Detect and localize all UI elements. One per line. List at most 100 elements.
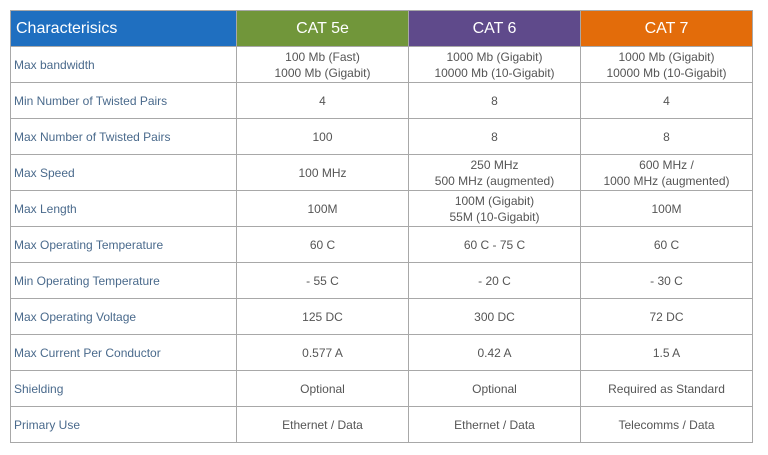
cell-cat7: 72 DC — [580, 298, 753, 335]
cell-text: 100 — [312, 129, 333, 144]
cell-cat6: 250 MHz 500 MHz (augmented) — [408, 154, 581, 191]
cable-comparison-table: Characterisics CAT 5e CAT 6 CAT 7 Max ba… — [10, 10, 753, 443]
cell-cat5e: 100 Mb (Fast) 1000 Mb (Gigabit) — [236, 46, 409, 83]
cell-text: Optional — [300, 381, 345, 396]
cell-cat7: 600 MHz /1000 MHz (augmented) — [580, 154, 753, 191]
cell-cat7: Required as Standard — [580, 370, 753, 407]
cell-text: Required as Standard — [608, 381, 725, 396]
table-row: Max Operating Voltage 125 DC 300 DC 72 DC — [10, 298, 753, 335]
header-cat7: CAT 7 — [580, 10, 753, 47]
table-row: Max Current Per Conductor 0.577 A 0.42 A 1.… — [10, 334, 753, 371]
cell-text: - 20 C — [478, 273, 511, 288]
cell-text: Ethernet / Data — [282, 417, 363, 432]
cell-cat5e: 100 — [236, 118, 409, 155]
cell-text: 500 MHz (augmented) — [434, 173, 555, 188]
cell-cat5e: 100M — [236, 190, 409, 227]
cell-text: 1000 Mb (Gigabit) — [274, 65, 371, 80]
cell-cat7: 60 C — [580, 226, 753, 263]
cell-text: 100 MHz — [298, 165, 347, 180]
cell-cat5e: 60 C — [236, 226, 409, 263]
header-cat5e: CAT 5e — [236, 10, 409, 47]
cell-text: 1000 Mb (Gigabit) — [618, 49, 715, 64]
table-row: Max bandwidth 100 Mb (Fast) 1000 Mb (Gigab… — [10, 46, 753, 83]
cell-cat5e: Optional — [236, 370, 409, 407]
cell-text: 60 C - 75 C — [463, 237, 526, 252]
header-characteristics: Characterisics — [10, 10, 237, 47]
cell-text: 60 C — [653, 237, 680, 252]
cell-text: 100M — [651, 201, 682, 216]
row-label: Max Number of Twisted Pairs — [10, 118, 237, 155]
table-row: Min Operating Temperature - 55 C - 20 C - 3… — [10, 262, 753, 299]
cell-cat6: 100M (Gigabit) 55M (10-Gigabit) — [408, 190, 581, 227]
cell-text: 10000 Mb (10-Gigabit) — [434, 65, 555, 80]
cell-cat6: Optional — [408, 370, 581, 407]
row-label: Max Current Per Conductor — [10, 334, 237, 371]
cell-text: 55M (10-Gigabit) — [449, 209, 540, 224]
row-label: Max Operating Voltage — [10, 298, 237, 335]
cell-text: 250 MHz — [470, 157, 519, 172]
cell-text: 1.5 A — [652, 345, 681, 360]
cell-cat7: Telecomms / Data — [580, 406, 753, 443]
cell-text: 100 Mb (Fast) — [285, 49, 360, 64]
row-label: Max bandwidth — [10, 46, 237, 83]
cell-text: 4 — [319, 93, 326, 108]
row-label: Max Speed — [10, 154, 237, 191]
cell-text: 8 — [491, 129, 498, 144]
cell-text: 0.577 A — [302, 345, 343, 360]
table-row: Max Speed 100 MHz 250 MHz 500 MHz (augmente… — [10, 154, 753, 191]
cell-text: Ethernet / Data — [454, 417, 535, 432]
cell-cat7: 4 — [580, 82, 753, 119]
cell-cat7: 1000 Mb (Gigabit) 10000 Mb (10-Gigabit) — [580, 46, 753, 83]
cell-text: 1000 MHz (augmented) — [603, 173, 730, 188]
row-label: Shielding — [10, 370, 237, 407]
header-row: Characterisics CAT 5e CAT 6 CAT 7 — [10, 10, 753, 47]
cell-text: 72 DC — [649, 309, 684, 324]
cell-cat6: 1000 Mb (Gigabit) 10000 Mb (10-Gigabit) — [408, 46, 581, 83]
cell-cat5e: 0.577 A — [236, 334, 409, 371]
cell-cat7: - 30 C — [580, 262, 753, 299]
cell-text: 100M (Gigabit) — [454, 193, 535, 208]
table-row: Primary Use Ethernet / Data Ethernet / Dat… — [10, 406, 753, 443]
cell-cat7: 100M — [580, 190, 753, 227]
row-label: Primary Use — [10, 406, 237, 443]
cell-cat6: 8 — [408, 118, 581, 155]
cell-cat5e: - 55 C — [236, 262, 409, 299]
cell-text: - 55 C — [306, 273, 339, 288]
cell-text: Telecomms / Data — [618, 417, 715, 432]
cell-cat6: 8 — [408, 82, 581, 119]
cell-cat6: - 20 C — [408, 262, 581, 299]
cell-cat7: 8 — [580, 118, 753, 155]
cell-cat7: 1.5 A — [580, 334, 753, 371]
table-row: Max Number of Twisted Pairs 100 8 8 — [10, 118, 753, 155]
cell-text: 300 DC — [474, 309, 515, 324]
row-label: Max Operating Temperature — [10, 226, 237, 263]
cell-text: Optional — [472, 381, 517, 396]
cell-cat6: Ethernet / Data — [408, 406, 581, 443]
cell-text: 125 DC — [302, 309, 343, 324]
cell-text: 0.42 A — [477, 345, 512, 360]
cell-cat5e: 4 — [236, 82, 409, 119]
cell-cat6: 0.42 A — [408, 334, 581, 371]
header-cat6: CAT 6 — [408, 10, 581, 47]
row-label: Max Length — [10, 190, 237, 227]
cell-text: 10000 Mb (10-Gigabit) — [606, 65, 727, 80]
row-label: Min Number of Twisted Pairs — [10, 82, 237, 119]
table-row: Shielding Optional Optional Required as Sta… — [10, 370, 753, 407]
table-row: Min Number of Twisted Pairs 4 8 4 — [10, 82, 753, 119]
cell-cat6: 300 DC — [408, 298, 581, 335]
cell-text: 1000 Mb (Gigabit) — [446, 49, 543, 64]
cell-text: 600 MHz / — [639, 157, 694, 172]
cell-text: 8 — [491, 93, 498, 108]
cell-text: 4 — [663, 93, 670, 108]
row-label: Min Operating Temperature — [10, 262, 237, 299]
table-row: Max Length 100M 100M (Gigabit) 55M (10-Giga… — [10, 190, 753, 227]
table-row: Max Operating Temperature 60 C 60 C - 75 C… — [10, 226, 753, 263]
cell-cat5e: Ethernet / Data — [236, 406, 409, 443]
cell-cat6: 60 C - 75 C — [408, 226, 581, 263]
cell-text: 60 C — [309, 237, 336, 252]
cell-text: - 30 C — [650, 273, 683, 288]
cell-text: 8 — [663, 129, 670, 144]
cell-text: 100M — [307, 201, 338, 216]
cell-cat5e: 100 MHz — [236, 154, 409, 191]
cell-cat5e: 125 DC — [236, 298, 409, 335]
